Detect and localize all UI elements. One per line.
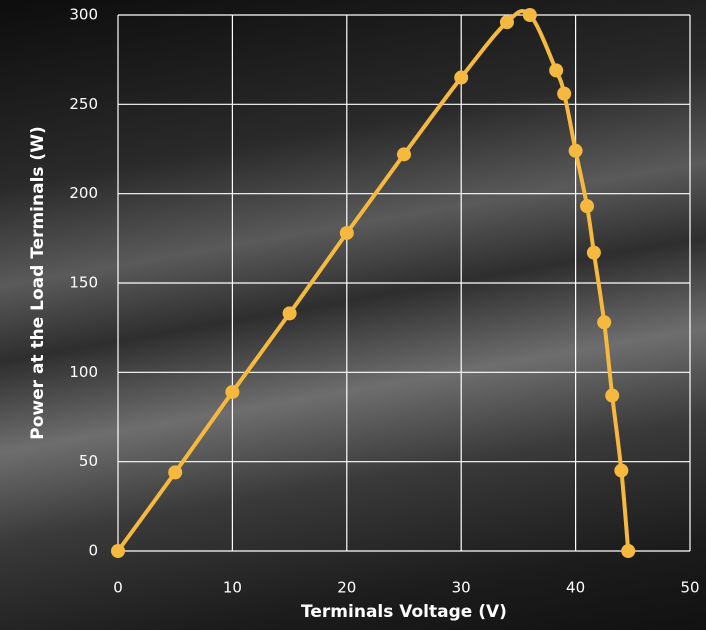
x-tick-label: 0 bbox=[113, 579, 123, 597]
data-point bbox=[454, 71, 468, 85]
data-point bbox=[283, 306, 297, 320]
data-point bbox=[225, 385, 239, 399]
page: Terminals Voltage (V) Power at the Load … bbox=[0, 0, 706, 630]
x-axis-title: Terminals Voltage (V) bbox=[301, 602, 507, 622]
data-point bbox=[549, 63, 563, 77]
data-point bbox=[569, 144, 583, 158]
data-point bbox=[168, 465, 182, 479]
chart: Terminals Voltage (V) Power at the Load … bbox=[0, 0, 706, 630]
x-tick-label: 30 bbox=[452, 579, 471, 597]
y-tick-label: 300 bbox=[69, 6, 98, 24]
data-point bbox=[523, 8, 537, 22]
data-point bbox=[597, 315, 611, 329]
x-tick-label: 40 bbox=[566, 579, 585, 597]
data-point bbox=[614, 464, 628, 478]
data-point bbox=[340, 226, 354, 240]
data-point bbox=[605, 389, 619, 403]
data-point bbox=[111, 544, 125, 558]
x-tick-label: 20 bbox=[337, 579, 356, 597]
data-point bbox=[557, 87, 571, 101]
data-point bbox=[587, 246, 601, 260]
y-tick-label: 250 bbox=[69, 95, 98, 113]
y-tick-label: 200 bbox=[69, 184, 98, 202]
y-tick-label: 100 bbox=[69, 363, 98, 381]
y-tick-label: 50 bbox=[79, 452, 98, 470]
y-axis-title: Power at the Load Terminals (W) bbox=[28, 126, 48, 439]
series-line bbox=[118, 11, 628, 551]
data-point bbox=[397, 147, 411, 161]
y-tick-label: 0 bbox=[88, 542, 98, 560]
data-point bbox=[621, 544, 635, 558]
data-point bbox=[580, 199, 594, 213]
x-tick-label: 10 bbox=[223, 579, 242, 597]
data-point bbox=[500, 15, 514, 29]
x-tick-label: 50 bbox=[680, 579, 699, 597]
y-tick-label: 150 bbox=[69, 274, 98, 292]
